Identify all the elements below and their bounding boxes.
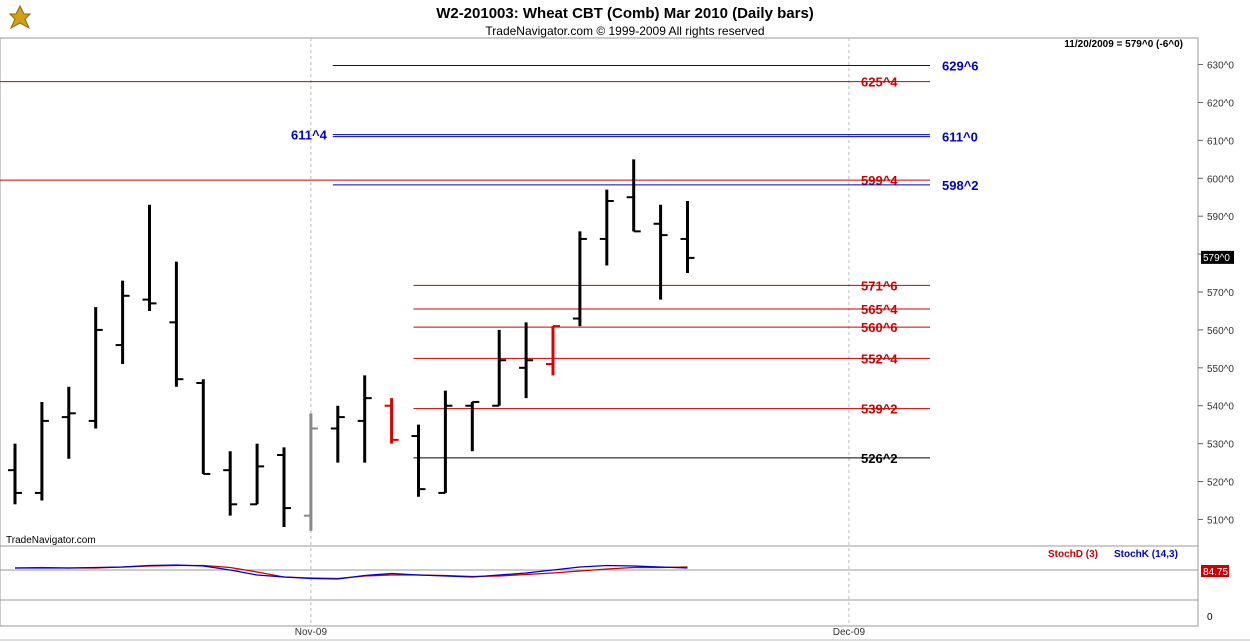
level-label: 629^6 bbox=[942, 58, 979, 73]
ohlc-bar bbox=[680, 201, 695, 274]
level-label: 539^2 bbox=[861, 402, 898, 417]
y-tick-label: 630^0 bbox=[1207, 61, 1234, 72]
chart-title: W2-201003: Wheat CBT (Comb) Mar 2010 (Da… bbox=[436, 5, 814, 22]
ohlc-bar bbox=[438, 390, 453, 494]
ohlc-bar bbox=[196, 379, 211, 475]
ohlc-bar bbox=[169, 261, 184, 387]
ohlc-bar bbox=[61, 386, 76, 459]
chart-subtitle: TradeNavigator.com © 1999-2009 All right… bbox=[485, 24, 764, 38]
level-label: 599^4 bbox=[861, 173, 898, 188]
trade-navigator-logo-icon[interactable] bbox=[6, 4, 34, 30]
level-label: 625^4 bbox=[861, 75, 898, 90]
last-price-label: 579^0 bbox=[1203, 253, 1230, 264]
y-tick-label: 560^0 bbox=[1207, 326, 1234, 337]
ohlc-bar bbox=[519, 322, 534, 399]
bars-layer bbox=[8, 159, 695, 531]
ohlc-bar bbox=[411, 424, 426, 497]
ohlc-bar bbox=[303, 413, 318, 531]
level-label: 560^6 bbox=[861, 320, 898, 335]
ohlc-bar bbox=[115, 280, 130, 365]
ohlc-bar bbox=[546, 325, 560, 376]
ohlc-bar bbox=[330, 405, 345, 463]
y-axis: 510^0520^0530^0540^0550^0560^0570^0580^0… bbox=[1198, 61, 1234, 526]
level-label: 611^0 bbox=[942, 130, 978, 145]
stoch-value-tag bbox=[1201, 565, 1229, 577]
ohlc-bar bbox=[384, 398, 399, 444]
grid bbox=[310, 38, 850, 626]
x-tick-label: Nov-09 bbox=[295, 627, 328, 638]
legend-stochd: StochD (3) bbox=[1048, 549, 1098, 560]
ohlc-bar bbox=[357, 375, 372, 463]
ohlc-bar bbox=[8, 443, 22, 505]
watermark-text: TradeNavigator.com bbox=[6, 535, 96, 546]
legend-stochk: StochK (14,3) bbox=[1114, 549, 1178, 560]
level-label: 571^6 bbox=[861, 278, 898, 293]
status-readout: 11/20/2009 = 579^0 (-6^0) bbox=[1064, 39, 1183, 50]
ohlc-bar bbox=[465, 400, 480, 452]
y-tick-label: 620^0 bbox=[1207, 98, 1234, 109]
ohlc-bar bbox=[572, 231, 587, 327]
y-tick-label: 600^0 bbox=[1207, 174, 1234, 185]
ohlc-bar bbox=[492, 329, 507, 407]
levels-layer: 629^6 625^4 611^4 611^0 599^4 598^2 571^6 565^4… bbox=[0, 58, 979, 466]
stoch-value-label: 84.75 bbox=[1203, 567, 1228, 578]
y-tick-label: 610^0 bbox=[1207, 136, 1234, 147]
level-label: 611^4 bbox=[291, 128, 328, 143]
ohlc-bar bbox=[34, 401, 49, 501]
level-label: 552^4 bbox=[861, 351, 898, 366]
ohlc-bar bbox=[88, 307, 103, 429]
level-label: 565^4 bbox=[861, 302, 898, 317]
ohlc-bar bbox=[223, 451, 238, 516]
last-price-tag: 579^0 bbox=[1201, 250, 1234, 264]
y-tick-label: 520^0 bbox=[1207, 478, 1234, 489]
ohlc-bar bbox=[250, 443, 265, 506]
ohlc-bar bbox=[142, 204, 157, 311]
ohlc-bar bbox=[626, 159, 641, 233]
stoch-zero-label: 0 bbox=[1207, 612, 1213, 623]
stochastic-layer bbox=[0, 564, 1198, 601]
ohlc-bar bbox=[599, 189, 614, 266]
level-label: 598^2 bbox=[942, 178, 979, 193]
x-tick-label: Dec-09 bbox=[833, 627, 866, 638]
y-tick-label: 540^0 bbox=[1207, 402, 1234, 413]
y-tick-label: 570^0 bbox=[1207, 288, 1234, 299]
y-tick-label: 550^0 bbox=[1207, 364, 1234, 375]
stochastic-panel-frame bbox=[0, 545, 1199, 627]
y-tick-label: 510^0 bbox=[1207, 515, 1234, 526]
level-label: 526^2 bbox=[861, 451, 898, 466]
ohlc-bar bbox=[277, 447, 291, 528]
y-tick-label: 530^0 bbox=[1207, 440, 1234, 451]
stochk-line bbox=[15, 564, 688, 580]
y-tick-label: 590^0 bbox=[1207, 212, 1234, 223]
x-axis: Nov-09 Dec-09 bbox=[295, 627, 866, 638]
ohlc-bar bbox=[653, 204, 668, 300]
